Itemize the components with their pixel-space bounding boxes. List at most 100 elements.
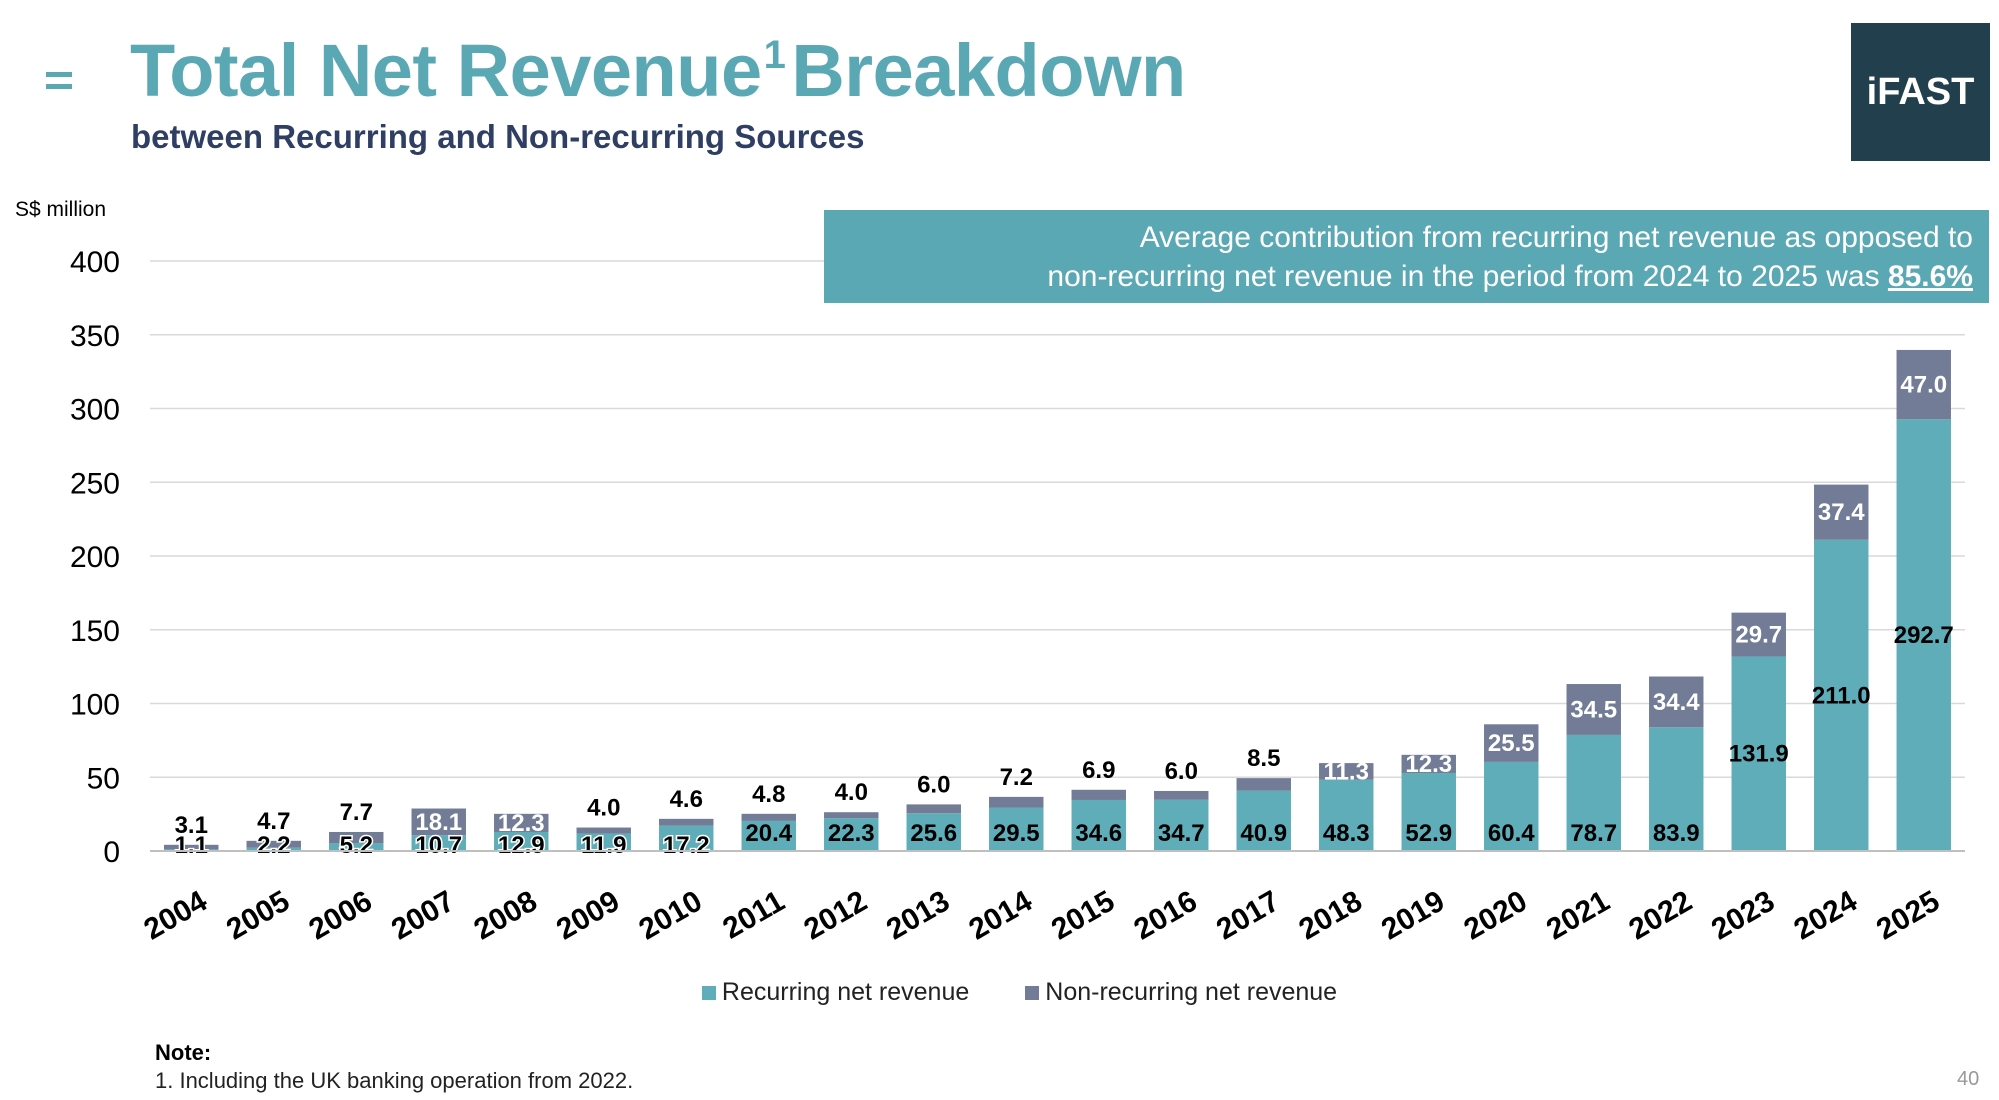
bar-recurring (906, 813, 961, 851)
bar-non-recurring (659, 818, 714, 826)
data-label-recurring: 29.5 (993, 820, 1040, 847)
bar-non-recurring (1484, 724, 1539, 762)
ifast-logo: iFAST (1851, 23, 1990, 161)
x-tick-label: 2022 (1623, 884, 1697, 946)
page-title: Total Net Revenue1Breakdown (130, 28, 1186, 113)
data-label-recurring: 78.7 (1570, 820, 1617, 847)
legend-label-non-recurring: Non-recurring net revenue (1045, 978, 1338, 1006)
y-tick-label: 150 (70, 615, 120, 648)
x-tick-label: 2012 (798, 884, 872, 946)
data-label-non-recurring: 37.4 (1818, 499, 1865, 526)
data-label-non-recurring: 6.0 (917, 771, 950, 798)
data-label-non-recurring: 7.2 (1000, 764, 1033, 791)
data-label-recurring: 48.3 (1323, 820, 1370, 847)
y-tick-label: 0 (103, 836, 120, 869)
bar-recurring (1154, 799, 1209, 851)
y-axis-unit-label: S$ million (15, 198, 107, 221)
data-label-non-recurring: 47.0 (1900, 372, 1947, 399)
callout-line-2-text: non-recurring net revenue in the period … (1047, 260, 1880, 293)
bar-non-recurring (1566, 684, 1621, 735)
y-tick-label: 250 (70, 467, 120, 500)
data-label-recurring: 20.4 (745, 820, 792, 847)
data-label-non-recurring: 4.8 (752, 781, 785, 808)
x-tick-label: 2017 (1211, 884, 1285, 946)
data-label-non-recurring: 18.1 (415, 809, 462, 836)
bar-non-recurring (1154, 790, 1209, 800)
x-tick-label: 2024 (1788, 884, 1863, 946)
callout-line-2: non-recurring net revenue in the period … (824, 257, 1973, 296)
x-tick-label: 2023 (1706, 884, 1780, 946)
bar-recurring (246, 847, 301, 851)
data-label-recurring: 34.6 (1075, 820, 1122, 847)
data-label-non-recurring: 29.7 (1735, 622, 1782, 649)
x-tick-label: 2006 (303, 884, 377, 946)
page-subtitle: between Recurring and Non-recurring Sour… (131, 118, 865, 155)
bar-recurring (1731, 656, 1786, 851)
bar-recurring (659, 825, 714, 851)
data-label-recurring: 60.4 (1488, 820, 1535, 847)
data-label-non-recurring: 12.3 (498, 810, 545, 837)
x-tick-label: 2021 (1541, 884, 1615, 946)
bar-recurring (1071, 799, 1126, 851)
callout-line-1: Average contribution from recurring net … (1139, 221, 1973, 254)
data-label-non-recurring: 4.7 (257, 808, 290, 835)
data-label-recurring: 22.3 (828, 820, 875, 847)
bar-recurring (1814, 539, 1869, 851)
x-tick-label: 2010 (633, 884, 707, 946)
data-label-recurring: 52.9 (1405, 820, 1452, 847)
data-label-recurring: 131.9 (1729, 741, 1789, 768)
bar-recurring (1319, 779, 1374, 851)
x-tick-label: 2007 (386, 884, 460, 946)
bar-non-recurring (824, 812, 879, 819)
bar-non-recurring (1649, 676, 1704, 728)
data-label-recurring: 11.9 (581, 832, 626, 859)
data-label-non-recurring: 4.0 (587, 795, 620, 822)
data-label-recurring: 10.7 (415, 832, 462, 859)
bar-recurring (1896, 419, 1951, 851)
x-tick-label: 2011 (717, 884, 790, 945)
x-tick-label: 2013 (881, 884, 955, 946)
bar-recurring (1236, 790, 1291, 851)
bar-non-recurring (329, 831, 384, 844)
x-tick-label: 2008 (468, 884, 542, 946)
bar-non-recurring (741, 813, 796, 821)
data-label-non-recurring: 3.1 (175, 812, 208, 839)
y-tick-label: 100 (70, 689, 120, 722)
bar-recurring (1484, 761, 1539, 851)
revenue-bar-chart: 0 50 100 150 200 250 300 350 400 1.13.1 2004 2.24.7… (70, 246, 1965, 946)
x-tick-label: 2019 (1376, 884, 1450, 946)
bar-recurring (494, 831, 549, 851)
data-label-non-recurring: 6.0 (1165, 758, 1198, 785)
x-tick-label: 2014 (963, 884, 1038, 946)
data-label-recurring: 292.7 (1894, 622, 1954, 649)
data-label-recurring: 17.2 (663, 832, 710, 859)
x-tick-label: 2025 (1871, 884, 1945, 946)
bar-non-recurring (1896, 349, 1951, 420)
bar-non-recurring (1319, 763, 1374, 780)
menu-icon (46, 68, 72, 94)
bar-non-recurring (1401, 754, 1456, 773)
data-label-recurring: 12.9 (498, 832, 545, 859)
page-number: 40 (1957, 1068, 1980, 1090)
legend-item-non-recurring: Non-recurring net revenue (1025, 978, 1337, 1007)
bar-non-recurring (989, 796, 1044, 808)
data-label-non-recurring: 12.3 (1405, 751, 1452, 778)
data-label-recurring: 83.9 (1653, 820, 1700, 847)
bar-non-recurring (1814, 484, 1869, 540)
bar-recurring (1401, 772, 1456, 851)
y-tick-label: 200 (70, 541, 120, 574)
title-suffix: Breakdown (791, 29, 1186, 112)
bar-non-recurring (576, 827, 631, 834)
legend-swatch-non-recurring (1025, 985, 1040, 1000)
x-tick-label: 2020 (1458, 884, 1532, 946)
bar-non-recurring (1731, 612, 1786, 657)
x-tick-label: 2016 (1128, 884, 1202, 946)
x-tick-label: 2015 (1046, 884, 1120, 946)
bar-recurring (1649, 727, 1704, 851)
x-tick-label: 2018 (1293, 884, 1367, 946)
data-label-non-recurring: 7.7 (340, 799, 373, 826)
data-label-recurring: 5.2 (340, 832, 373, 859)
bar-non-recurring (906, 804, 961, 814)
bar-recurring (329, 843, 384, 851)
y-tick-label: 50 (87, 762, 120, 795)
